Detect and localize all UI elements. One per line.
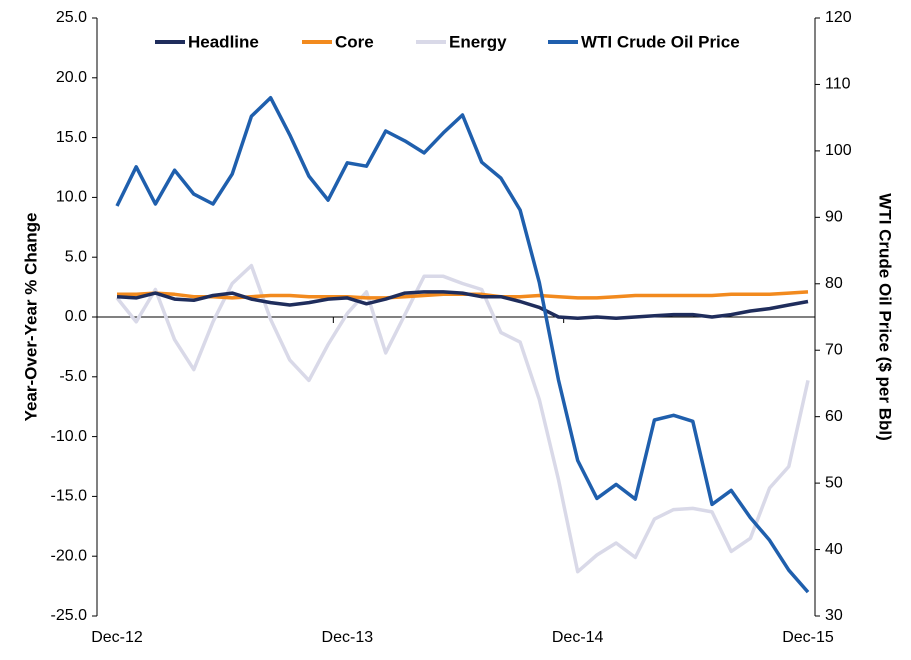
y2-tick-label: 30	[825, 607, 843, 624]
y2-tick-label: 50	[825, 474, 843, 491]
y2-tick-label: 80	[825, 275, 843, 292]
series-line	[116, 290, 809, 320]
y2-tick-label: 100	[825, 142, 852, 159]
y-tick-label: 5.0	[65, 248, 87, 265]
legend-label: Headline	[188, 32, 259, 51]
y-tick-label: -5.0	[59, 368, 87, 385]
x-tick-label: Dec-14	[552, 629, 604, 646]
y-tick-label: 10.0	[56, 189, 87, 206]
series-line	[115, 263, 810, 574]
y-tick-label: 0.0	[65, 308, 87, 325]
x-tick-label: Dec-12	[91, 629, 143, 646]
y-tick-label: -20.0	[51, 547, 88, 564]
y-tick-label: -25.0	[51, 607, 88, 624]
y2-axis-title: WTI Crude Oil Price ($ per Bbl)	[876, 193, 895, 440]
x-tick-label: Dec-15	[782, 629, 834, 646]
x-tick-label: Dec-13	[322, 629, 374, 646]
legend-label: Energy	[449, 32, 507, 51]
y2-tick-label: 40	[825, 541, 843, 558]
y-tick-label: -15.0	[51, 488, 88, 505]
series-line	[115, 95, 810, 594]
y-tick-label: 25.0	[56, 9, 87, 26]
legend-label: WTI Crude Oil Price	[581, 32, 740, 51]
y2-tick-label: 70	[825, 341, 843, 358]
y-tick-label: 15.0	[56, 129, 87, 146]
y2-tick-label: 110	[825, 76, 851, 93]
y-tick-label: 20.0	[56, 69, 87, 86]
y2-tick-label: 120	[825, 9, 852, 26]
y2-tick-label: 90	[825, 209, 843, 226]
legend-label: Core	[335, 32, 374, 51]
y-tick-label: -10.0	[51, 428, 88, 445]
y2-tick-label: 60	[825, 408, 843, 425]
y-axis-title: Year-Over-Year % Change	[21, 213, 40, 422]
